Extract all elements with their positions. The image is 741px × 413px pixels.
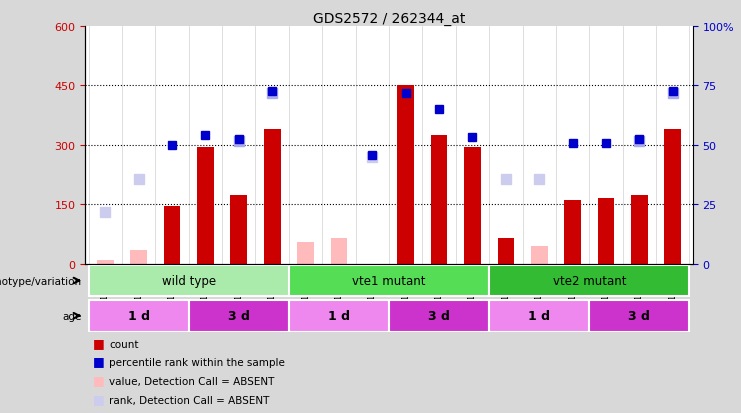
Bar (97, 260, 113, 264)
Bar (431, 136, 448, 264)
Text: 1 d: 1 d (127, 309, 150, 323)
Bar (189, 300, 289, 332)
Text: 1 d: 1 d (528, 309, 551, 323)
Bar (164, 207, 180, 264)
Text: percentile rank within the sample: percentile rank within the sample (109, 358, 285, 368)
Bar (389, 300, 489, 332)
Text: ■: ■ (93, 392, 104, 405)
Bar (297, 242, 314, 264)
Bar (289, 300, 389, 332)
Text: vte2 mutant: vte2 mutant (553, 274, 626, 287)
Bar (397, 86, 414, 264)
Bar (489, 265, 689, 297)
Text: count: count (109, 339, 139, 349)
Text: ■: ■ (93, 355, 104, 368)
Text: genotype/variation: genotype/variation (0, 276, 82, 286)
Bar (598, 199, 614, 264)
Bar (631, 195, 648, 264)
Bar (589, 300, 689, 332)
Bar (497, 239, 514, 264)
Bar (89, 300, 189, 332)
Bar (264, 130, 281, 264)
Bar (565, 201, 581, 264)
Bar (330, 239, 348, 264)
Text: 3 d: 3 d (227, 309, 250, 323)
Bar (665, 130, 681, 264)
Text: value, Detection Call = ABSENT: value, Detection Call = ABSENT (109, 376, 274, 386)
Text: ■: ■ (93, 336, 104, 349)
Text: 1 d: 1 d (328, 309, 350, 323)
Bar (464, 147, 481, 264)
Text: 3 d: 3 d (428, 309, 450, 323)
Bar (197, 147, 213, 264)
Text: ■: ■ (93, 373, 104, 386)
Bar (230, 195, 247, 264)
Bar (89, 265, 289, 297)
Bar (531, 247, 548, 264)
Title: GDS2572 / 262344_at: GDS2572 / 262344_at (313, 12, 465, 26)
Bar (289, 265, 489, 297)
Bar (130, 250, 147, 264)
Bar (489, 300, 589, 332)
Text: vte1 mutant: vte1 mutant (352, 274, 426, 287)
Text: rank, Detection Call = ABSENT: rank, Detection Call = ABSENT (109, 395, 269, 405)
Text: age: age (62, 311, 82, 321)
Text: wild type: wild type (162, 274, 216, 287)
Text: 3 d: 3 d (628, 309, 651, 323)
